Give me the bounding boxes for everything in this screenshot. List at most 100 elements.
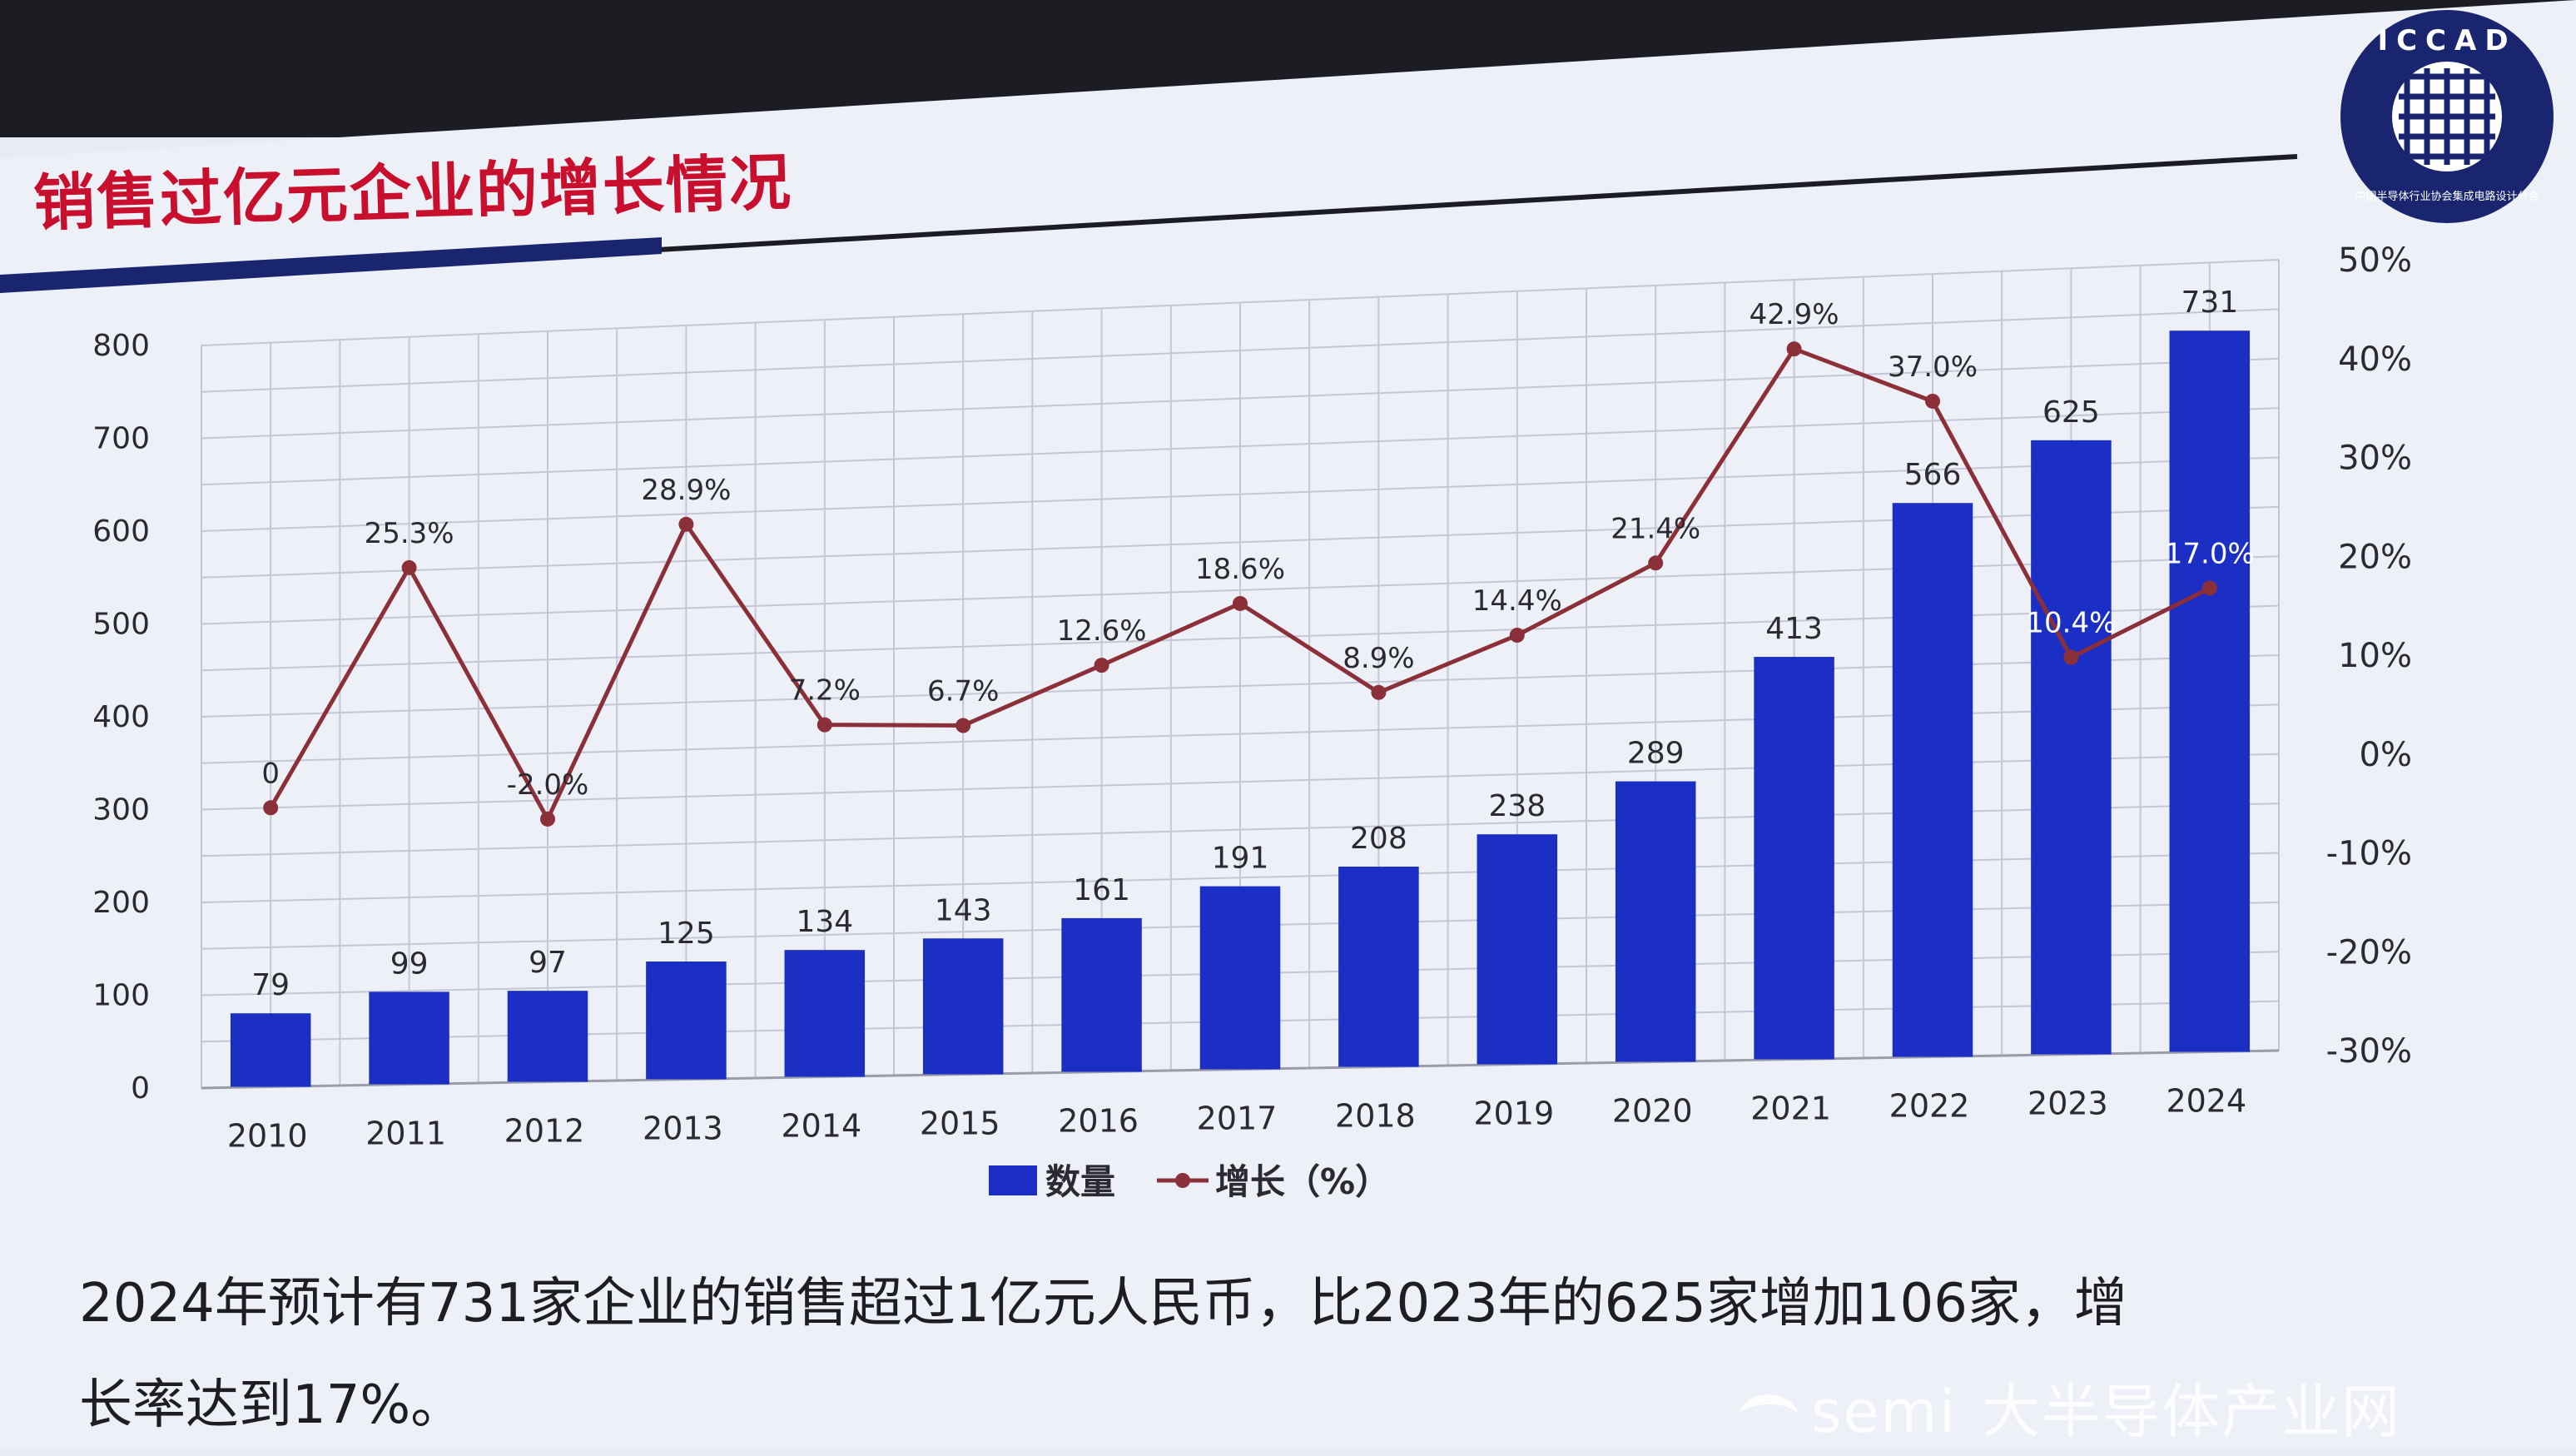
y-right-tick-label: 40%	[2338, 340, 2412, 379]
growth-value-label: 42.9%	[1750, 298, 1839, 331]
growth-point-2015	[955, 718, 971, 733]
bar-2016	[1061, 917, 1142, 1072]
y-left-tick-label: 400	[92, 700, 150, 734]
legend-bar-label: 数量	[1045, 1161, 1115, 1202]
growth-point-2023	[2063, 649, 2079, 665]
growth-value-label: 18.6%	[1195, 553, 1285, 586]
x-tick-label: 2011	[365, 1116, 446, 1152]
bar-2020	[1615, 781, 1696, 1062]
growth-point-2017	[1233, 595, 1248, 611]
growth-point-2013	[678, 516, 694, 532]
description-line-1: 2024年预计有731家企业的销售超过1亿元人民币，比2023年的625家增加1…	[79, 1273, 2127, 1334]
semi-logo-icon	[1740, 1394, 1798, 1438]
x-tick-label: 2019	[1473, 1096, 1554, 1132]
y-right-tick-label: 30%	[2338, 440, 2412, 478]
y-left-tick-label: 700	[92, 422, 150, 456]
growth-value-label: 21.4%	[1611, 512, 1700, 545]
x-tick-label: 2021	[1750, 1091, 1831, 1127]
x-tick-label: 2022	[1889, 1088, 1970, 1125]
growth-value-label: 8.9%	[1343, 642, 1414, 675]
y-left-tick-label: 300	[92, 793, 150, 827]
x-tick-label: 2018	[1335, 1098, 1416, 1135]
description-line-2: 长率达到17%。	[79, 1374, 464, 1436]
bar-value-label: 191	[1212, 842, 1269, 876]
bar-2013	[646, 962, 727, 1080]
growth-value-label: 7.2%	[789, 674, 861, 708]
bar-value-label: 413	[1765, 612, 1823, 646]
y-left-tick-label: 800	[92, 329, 150, 363]
bar-value-label: 143	[935, 893, 992, 927]
growth-value-label: 10.4%	[2026, 607, 2116, 640]
y-left-tick-label: 100	[92, 979, 150, 1013]
bar-2022	[1892, 503, 1973, 1057]
growth-value-label: 0	[261, 757, 280, 790]
bar-2011	[369, 991, 449, 1085]
growth-point-2016	[1094, 658, 1109, 673]
y-right-tick-label: 50%	[2338, 241, 2412, 280]
bar-value-label: 731	[2181, 286, 2238, 320]
x-tick-label: 2010	[227, 1118, 308, 1155]
bar-value-label: 208	[1350, 822, 1407, 856]
bar-value-label: 161	[1073, 873, 1130, 907]
bar-2014	[784, 950, 866, 1077]
y-right-tick-label: 0%	[2360, 736, 2412, 774]
x-tick-label: 2020	[1612, 1093, 1693, 1130]
growth-value-label: 25.3%	[365, 517, 454, 550]
x-tick-label: 2013	[643, 1111, 723, 1147]
bar-value-label: 289	[1627, 737, 1685, 771]
y-right-tick-label: -20%	[2326, 933, 2412, 971]
bar-2015	[922, 938, 1004, 1075]
y-right-tick-label: 10%	[2338, 637, 2412, 675]
y-right-tick-label: 20%	[2338, 538, 2412, 576]
growth-point-2019	[1509, 628, 1525, 644]
bar-value-label: 625	[2042, 395, 2100, 430]
growth-point-2020	[1648, 555, 1664, 571]
bar-2012	[507, 991, 588, 1082]
bar-value-label: 125	[658, 917, 715, 951]
growth-value-label: 17.0%	[2165, 538, 2255, 571]
watermark-brand: semi	[1811, 1378, 1958, 1446]
y-right-tick-label: -30%	[2326, 1032, 2412, 1071]
bar-2018	[1338, 867, 1419, 1067]
bar-value-label: 79	[251, 968, 290, 1002]
bar-2024	[2169, 330, 2251, 1052]
y-left-tick-label: 500	[92, 608, 150, 642]
bar-value-label: 99	[390, 947, 429, 981]
bar-2017	[1199, 886, 1281, 1070]
growth-value-label: 14.4%	[1472, 584, 1562, 618]
bar-value-label: 97	[529, 946, 567, 980]
x-tick-label: 2017	[1197, 1101, 1278, 1137]
bar-2010	[230, 1013, 311, 1087]
growth-point-2012	[540, 811, 555, 827]
legend-bar-swatch	[989, 1165, 1037, 1195]
title-accent-bar	[0, 237, 662, 293]
slide-description: 2024年预计有731家企业的销售超过1亿元人民币，比2023年的625家增加1…	[79, 1253, 2451, 1456]
y-left-tick-label: 0	[131, 1071, 150, 1106]
growth-point-2018	[1371, 684, 1387, 700]
bar-2019	[1477, 834, 1558, 1065]
growth-value-label: 37.0%	[1888, 350, 1978, 384]
y-left-tick-label: 200	[92, 886, 150, 920]
x-tick-label: 2024	[2166, 1083, 2246, 1120]
watermark-text: 大半导体产业网	[1982, 1378, 2402, 1446]
growth-point-2014	[816, 717, 832, 733]
bar-value-label: 566	[1904, 458, 1962, 492]
growth-point-2024	[2201, 580, 2217, 596]
legend-line-marker	[1175, 1173, 1190, 1188]
growth-point-2011	[401, 559, 417, 575]
growth-point-2021	[1786, 341, 1802, 357]
bar-2021	[1754, 657, 1834, 1060]
iccad-logo-text: ICCAD	[2377, 24, 2516, 57]
watermark: semi 大半导体产业网	[1740, 1365, 2401, 1449]
x-tick-label: 2015	[920, 1106, 1000, 1142]
legend-line-label: 增长（%）	[1215, 1161, 1390, 1202]
growth-value-label: -2.0%	[507, 768, 589, 802]
bar-value-label: 134	[796, 905, 853, 939]
growth-value-label: 6.7%	[927, 675, 999, 708]
x-tick-label: 2023	[2028, 1086, 2108, 1122]
growth-value-label: 28.9%	[641, 474, 731, 507]
y-right-tick-label: -10%	[2326, 835, 2412, 873]
